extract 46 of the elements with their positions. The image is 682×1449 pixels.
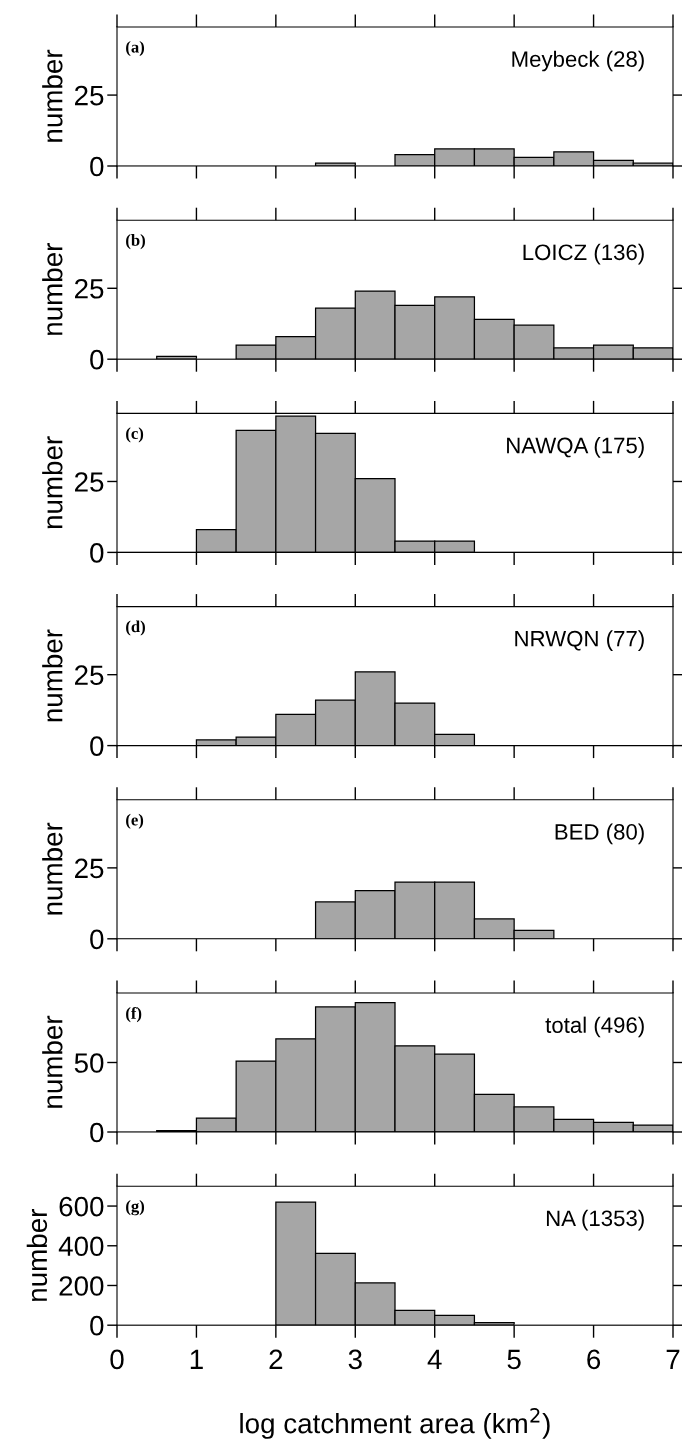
y-axis-title: number (42, 243, 63, 335)
x-tick-label: 5 (507, 1349, 521, 1370)
y-tick-label: 50 (74, 1053, 104, 1073)
annotation: LOICZ (136) (523, 243, 644, 265)
annotation: NRWQN (77) (515, 630, 644, 651)
y-axis-title: number (42, 49, 63, 142)
y-tick-label: 25 (75, 278, 104, 299)
x-tick-label: 2 (269, 1349, 283, 1369)
y-tick-label: 400 (58, 1236, 104, 1257)
y-tick-label: 25 (75, 665, 104, 686)
y-tick-label: 0 (90, 543, 104, 563)
annotation: BED (80) (555, 823, 644, 845)
annotation: (d) (126, 620, 145, 636)
x-tick-label: 3 (348, 1349, 362, 1370)
annotation: (c) (126, 427, 144, 443)
annotation: NAWQA (175) (507, 437, 644, 458)
annotation: total (496) (545, 1016, 644, 1038)
annotation: NA (1353) (546, 1209, 644, 1231)
annotation: (f) (126, 1006, 142, 1023)
x-tick-label: 7 (666, 1349, 680, 1369)
y-tick-label: 25 (75, 858, 104, 879)
annotation: Meybeck (28) (512, 50, 644, 72)
y-tick-label: 200 (59, 1276, 104, 1296)
y-tick-label: 0 (90, 929, 104, 950)
y-tick-label: 0 (90, 736, 104, 756)
y-axis-title: number (26, 1209, 48, 1301)
x-tick-label: 4 (427, 1349, 442, 1369)
y-axis-title: number (42, 436, 63, 529)
annotation: (a) (126, 40, 145, 57)
y-tick-label: 25 (75, 85, 104, 106)
y-tick-label: 600 (59, 1196, 104, 1217)
y-tick-label: 0 (90, 349, 104, 370)
annotation: (g) (126, 1200, 145, 1216)
y-tick-label: 0 (90, 1122, 104, 1143)
x-tick-label: 6 (587, 1349, 601, 1370)
x-tick-label: 1 (190, 1349, 203, 1369)
y-axis-title: number (42, 629, 63, 722)
annotation: (e) (126, 813, 144, 829)
y-axis-title: number (42, 1015, 63, 1108)
y-axis-title: number (42, 822, 63, 915)
x-axis-title: log catchment area (km$^{2}$) (240, 1408, 550, 1439)
y-tick-label: 0 (90, 156, 104, 177)
y-tick-label: 0 (90, 1315, 104, 1336)
y-tick-label: 25 (75, 472, 104, 492)
annotation: (b) (126, 234, 145, 250)
x-tick-label: 0 (110, 1349, 124, 1370)
